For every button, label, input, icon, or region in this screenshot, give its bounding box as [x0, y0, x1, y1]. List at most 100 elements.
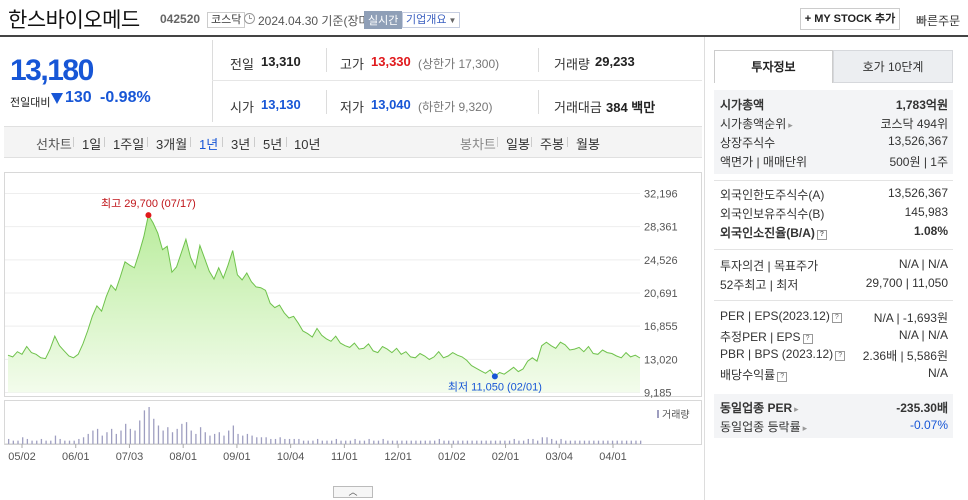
- lower-limit: (하한가 9,320): [418, 100, 493, 114]
- candle-monthly[interactable]: 월봉: [576, 137, 600, 152]
- volume-bar: [256, 437, 258, 444]
- volume-bar: [274, 438, 277, 444]
- volume-bar: [134, 430, 136, 444]
- y-tick-label: 20,691: [644, 288, 678, 300]
- price-chart[interactable]: 32,196 28,361 24,526 20,691 16,855 13,020 9,18…: [0, 160, 704, 486]
- volume-bar: [101, 435, 103, 444]
- volume-bar: [54, 435, 57, 444]
- help-icon[interactable]: ?: [835, 351, 846, 361]
- volume-bar: [490, 440, 492, 444]
- volume-bar: [110, 428, 113, 444]
- opinion-label: 투자의견 | 목표주가: [720, 259, 819, 273]
- volume-bar: [373, 440, 375, 444]
- period-3y[interactable]: 3년: [231, 137, 251, 152]
- help-icon[interactable]: ?: [831, 313, 842, 323]
- volume-bar: [429, 440, 431, 444]
- par-value: 500원 | 1주: [889, 155, 948, 169]
- x-tick-label: 05/02: [8, 451, 36, 463]
- volume-bar: [153, 418, 155, 444]
- help-icon[interactable]: ?: [816, 230, 827, 240]
- tab-quote-10[interactable]: 호가 10단계: [833, 50, 953, 83]
- tab-invest-info[interactable]: 투자정보: [714, 50, 833, 83]
- pbr-label-text: PBR | BPS (2023.12): [720, 347, 834, 361]
- volume-bar: [377, 440, 380, 444]
- price-area: [8, 215, 640, 393]
- divider: [147, 137, 148, 147]
- help-icon[interactable]: ?: [777, 372, 788, 382]
- volume-bar: [228, 430, 230, 444]
- x-tick-label: 04/01: [599, 451, 627, 463]
- quick-order-button[interactable]: 빠른주문: [916, 14, 961, 28]
- price-line: [7, 213, 641, 378]
- volume-bar: [565, 440, 567, 444]
- amount-label: 거래대금: [554, 100, 602, 115]
- divider: [73, 137, 74, 147]
- prev-close-label: 전일: [230, 57, 254, 72]
- volume-bar: [181, 423, 183, 444]
- y-tick-label: 9,185: [644, 388, 672, 400]
- x-tick-label: 07/03: [116, 451, 144, 463]
- x-tick-label: 12/01: [384, 451, 412, 463]
- period-5y[interactable]: 5년: [263, 137, 283, 152]
- x-tick-label: 09/01: [223, 451, 251, 463]
- volume-bar: [293, 438, 295, 444]
- stock-header: 한스바이오메드 042520 코스닥 2024.04.30 기준(장마감) 실시…: [0, 0, 968, 36]
- caret-right-icon[interactable]: ▸: [788, 120, 793, 130]
- company-info-dropdown[interactable]: 기업개요 ▼: [402, 12, 461, 28]
- period-10y[interactable]: 10년: [294, 137, 321, 152]
- volume-bar: [368, 438, 370, 444]
- period-1d[interactable]: 1일: [82, 137, 102, 152]
- collapse-chart-button[interactable]: ︿: [333, 486, 373, 498]
- volume-bar: [148, 407, 150, 444]
- shares-label: 상장주식수: [720, 136, 776, 150]
- volume-bar: [237, 433, 239, 444]
- period-1w[interactable]: 1주일: [113, 137, 145, 152]
- volume-bar: [438, 438, 440, 444]
- foreign-ratio-text: 외국인소진율(B/A): [720, 226, 815, 240]
- caret-right-icon[interactable]: ▸: [802, 423, 808, 433]
- y-tick-label: 32,196: [644, 189, 678, 201]
- volume-bar: [45, 440, 47, 444]
- volume-bar: [616, 440, 618, 444]
- high-label: 고가: [340, 57, 364, 72]
- volume-bar: [307, 440, 309, 444]
- volume-bar: [157, 425, 160, 444]
- chevron-up-icon: ︿: [348, 487, 358, 497]
- x-tick-label: 01/02: [438, 451, 466, 463]
- candle-weekly[interactable]: 주봉: [540, 137, 564, 152]
- divider: [538, 90, 539, 114]
- volume-bar: [129, 428, 132, 444]
- volume-bar: [476, 440, 478, 444]
- par-value-label: 액면가 | 매매단위: [720, 155, 808, 169]
- period-3m[interactable]: 3개월: [156, 137, 188, 152]
- volume-bar: [167, 427, 169, 444]
- volume-bar: [209, 435, 211, 444]
- header-divider: [0, 35, 968, 37]
- volume-bar: [551, 438, 553, 444]
- change-value: 130: [65, 89, 92, 106]
- volume-bar: [588, 440, 590, 444]
- caret-right-icon[interactable]: ▸: [794, 404, 799, 414]
- volume-bar: [12, 440, 14, 444]
- volume-bar: [527, 438, 529, 444]
- add-my-stock-button[interactable]: + MY STOCK 추가: [800, 8, 900, 30]
- realtime-button[interactable]: 실시간: [364, 11, 403, 29]
- volume-bar: [82, 437, 85, 444]
- volume-bar: [635, 440, 637, 444]
- volume-bar: [312, 440, 314, 444]
- volume-legend-swatch: [657, 410, 659, 418]
- volume-bar: [64, 440, 66, 444]
- candle-daily[interactable]: 일봉: [506, 137, 530, 152]
- help-icon[interactable]: ?: [802, 334, 813, 344]
- volume-bar: [22, 437, 24, 444]
- volume-bar: [508, 440, 511, 444]
- period-1y[interactable]: 1년: [199, 137, 219, 152]
- volume-bar: [405, 440, 408, 444]
- volume-bar: [480, 440, 483, 444]
- volume-bar: [504, 440, 506, 444]
- volume-bar: [270, 438, 272, 444]
- volume-bar: [569, 440, 572, 444]
- volume-bar: [78, 438, 80, 444]
- volume-bar: [335, 438, 338, 444]
- low-annotation: 최저 11,050 (02/01): [448, 380, 542, 393]
